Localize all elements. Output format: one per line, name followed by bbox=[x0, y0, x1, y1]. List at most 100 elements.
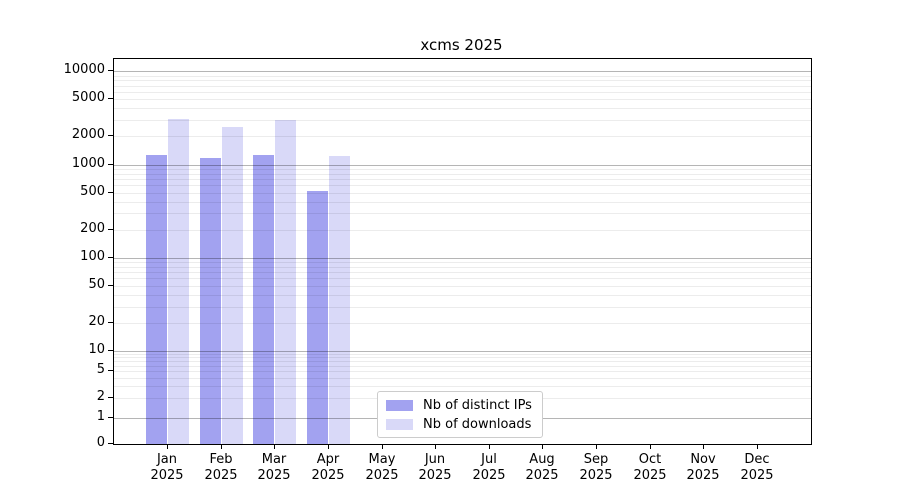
minor-gridline bbox=[114, 120, 811, 121]
x-tick-label-sep: Sep 2025 bbox=[579, 452, 613, 483]
minor-gridline bbox=[114, 307, 811, 308]
bar-nb-of-downloads-jan bbox=[168, 119, 189, 444]
minor-gridline bbox=[114, 286, 811, 287]
x-tick-label-jun: Jun 2025 bbox=[418, 452, 452, 483]
y-tick-label: 10000 bbox=[63, 62, 105, 77]
minor-gridline bbox=[114, 213, 811, 214]
y-tick-mark bbox=[108, 285, 113, 286]
x-tick-mark bbox=[650, 444, 651, 449]
minor-gridline bbox=[114, 136, 811, 137]
legend: Nb of distinct IPs Nb of downloads bbox=[377, 391, 543, 438]
x-tick-mark bbox=[221, 444, 222, 449]
bar-nb-of-distinct-ips-jan bbox=[146, 155, 167, 444]
x-tick-mark bbox=[489, 444, 490, 449]
minor-gridline bbox=[114, 386, 811, 387]
major-gridline bbox=[114, 71, 811, 72]
bar-nb-of-distinct-ips-apr bbox=[307, 191, 328, 444]
minor-gridline bbox=[114, 371, 811, 372]
minor-gridline bbox=[114, 272, 811, 273]
x-tick-mark bbox=[382, 444, 383, 449]
y-tick-mark bbox=[108, 164, 113, 165]
x-tick-label-jan: Jan 2025 bbox=[150, 452, 184, 483]
x-tick-label-apr: Apr 2025 bbox=[311, 452, 345, 483]
minor-gridline bbox=[114, 80, 811, 81]
bar-nb-of-distinct-ips-mar bbox=[253, 155, 274, 444]
y-tick-label: 500 bbox=[80, 184, 105, 199]
x-tick-label-nov: Nov 2025 bbox=[686, 452, 720, 483]
y-tick-mark bbox=[108, 322, 113, 323]
bar-nb-of-distinct-ips-feb bbox=[200, 158, 221, 444]
y-tick-label: 100 bbox=[80, 249, 105, 264]
y-tick-label: 1 bbox=[96, 409, 105, 424]
minor-gridline bbox=[114, 169, 811, 170]
minor-gridline bbox=[114, 354, 811, 355]
plot-area bbox=[113, 58, 812, 445]
y-tick-mark bbox=[108, 350, 113, 351]
minor-gridline bbox=[114, 185, 811, 186]
minor-gridline bbox=[114, 108, 811, 109]
minor-gridline bbox=[114, 357, 811, 358]
minor-gridline bbox=[114, 193, 811, 194]
y-tick-label: 2000 bbox=[71, 127, 105, 142]
y-tick-mark bbox=[108, 370, 113, 371]
x-tick-mark bbox=[274, 444, 275, 449]
bar-nb-of-downloads-apr bbox=[329, 156, 350, 444]
y-tick-mark bbox=[108, 397, 113, 398]
minor-gridline bbox=[114, 378, 811, 379]
minor-gridline bbox=[114, 361, 811, 362]
y-tick-mark bbox=[108, 229, 113, 230]
y-tick-label: 20 bbox=[88, 314, 105, 329]
x-tick-mark bbox=[435, 444, 436, 449]
legend-swatch-distinct-ips bbox=[386, 400, 413, 411]
y-tick-label: 10 bbox=[88, 342, 105, 357]
x-tick-label-may: May 2025 bbox=[365, 452, 399, 483]
x-tick-mark bbox=[167, 444, 168, 449]
legend-label-distinct-ips: Nb of distinct IPs bbox=[423, 398, 532, 413]
y-tick-label: 200 bbox=[80, 221, 105, 236]
bar-nb-of-downloads-mar bbox=[275, 120, 296, 444]
minor-gridline bbox=[114, 278, 811, 279]
minor-gridline bbox=[114, 92, 811, 93]
x-tick-mark bbox=[328, 444, 329, 449]
y-tick-label: 2 bbox=[96, 389, 105, 404]
x-tick-label-jul: Jul 2025 bbox=[472, 452, 506, 483]
x-tick-mark bbox=[596, 444, 597, 449]
minor-gridline bbox=[114, 99, 811, 100]
minor-gridline bbox=[114, 323, 811, 324]
minor-gridline bbox=[114, 262, 811, 263]
x-tick-mark bbox=[703, 444, 704, 449]
major-gridline bbox=[114, 165, 811, 166]
major-gridline bbox=[114, 258, 811, 259]
y-tick-label: 50 bbox=[88, 277, 105, 292]
minor-gridline bbox=[114, 366, 811, 367]
x-tick-label-mar: Mar 2025 bbox=[257, 452, 291, 483]
y-tick-mark bbox=[108, 135, 113, 136]
y-tick-label: 5 bbox=[96, 362, 105, 377]
y-tick-label: 0 bbox=[96, 435, 105, 450]
minor-gridline bbox=[114, 230, 811, 231]
x-tick-mark bbox=[757, 444, 758, 449]
legend-label-downloads: Nb of downloads bbox=[423, 417, 532, 432]
x-tick-label-dec: Dec 2025 bbox=[740, 452, 774, 483]
chart-title: xcms 2025 bbox=[420, 36, 503, 54]
y-tick-label: 5000 bbox=[71, 90, 105, 105]
y-tick-mark bbox=[108, 257, 113, 258]
minor-gridline bbox=[114, 295, 811, 296]
y-tick-mark bbox=[108, 443, 113, 444]
x-tick-label-oct: Oct 2025 bbox=[633, 452, 667, 483]
x-tick-label-feb: Feb 2025 bbox=[204, 452, 238, 483]
x-tick-label-aug: Aug 2025 bbox=[525, 452, 559, 483]
y-tick-mark bbox=[108, 70, 113, 71]
minor-gridline bbox=[114, 174, 811, 175]
y-tick-mark bbox=[108, 98, 113, 99]
y-tick-mark bbox=[108, 192, 113, 193]
minor-gridline bbox=[114, 179, 811, 180]
legend-item-downloads: Nb of downloads bbox=[386, 417, 534, 432]
minor-gridline bbox=[114, 202, 811, 203]
minor-gridline bbox=[114, 267, 811, 268]
legend-swatch-downloads bbox=[386, 419, 413, 430]
x-tick-mark bbox=[542, 444, 543, 449]
bar-nb-of-downloads-feb bbox=[222, 127, 243, 444]
major-gridline bbox=[114, 351, 811, 352]
y-tick-mark bbox=[108, 417, 113, 418]
